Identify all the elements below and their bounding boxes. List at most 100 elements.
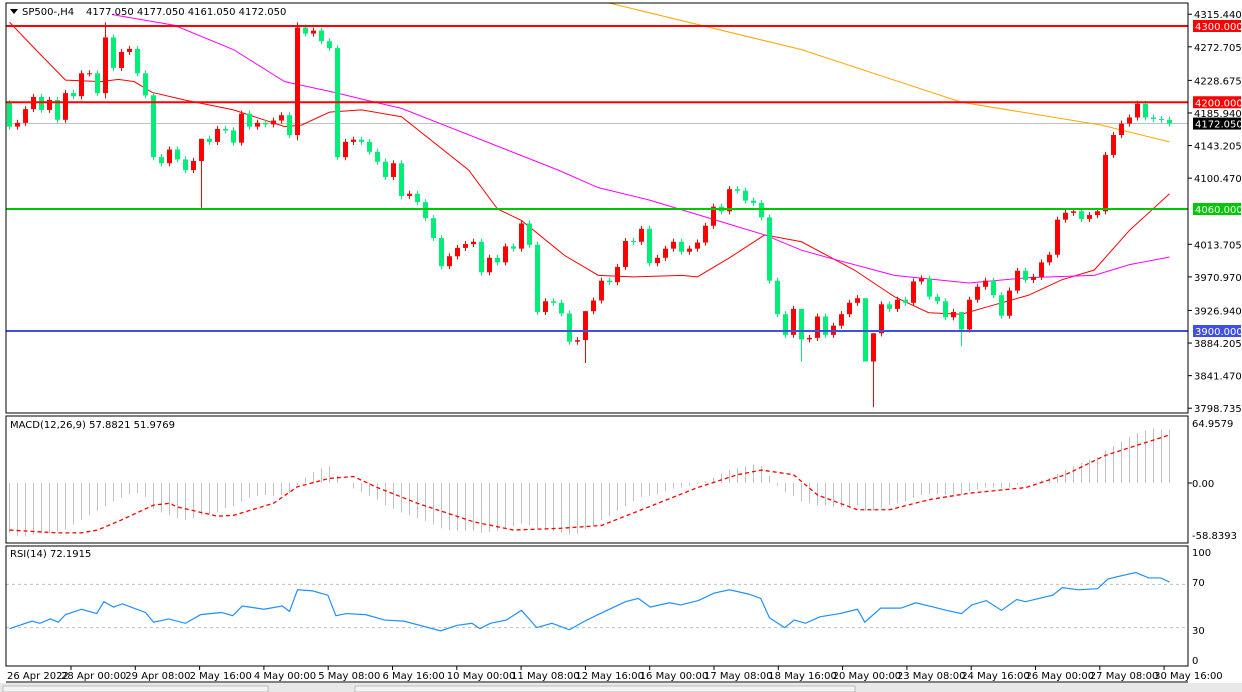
candle <box>39 93 44 113</box>
candle <box>783 311 788 338</box>
candle <box>207 135 212 145</box>
candle <box>175 146 180 163</box>
candle-body <box>495 257 500 263</box>
price-tick-label: 3798.735 <box>1194 404 1242 415</box>
candle <box>1087 212 1092 222</box>
candle <box>1135 100 1140 121</box>
candle <box>519 220 524 252</box>
candle-body <box>351 139 356 142</box>
candle-body <box>423 202 428 219</box>
candle-body <box>199 138 204 161</box>
candle <box>847 299 852 318</box>
candle <box>855 295 860 306</box>
pane-frame <box>5 2 1189 414</box>
candle-body <box>879 304 884 334</box>
price-tick-label: 3970.970 <box>1194 273 1242 284</box>
candle-body <box>743 190 748 201</box>
candle-body <box>183 159 188 171</box>
macd-pane[interactable] <box>9 428 1170 537</box>
candle <box>407 190 412 200</box>
chart-tab[interactable] <box>2 685 269 692</box>
candle-body <box>279 115 284 121</box>
candle-body <box>431 218 436 238</box>
candle-body <box>735 189 740 191</box>
candle-body <box>471 241 476 245</box>
candle-body <box>615 266 620 283</box>
candle-body <box>207 138 212 142</box>
candle-body <box>1135 103 1140 118</box>
candle <box>583 311 588 364</box>
candle-body <box>535 244 540 312</box>
candle-body <box>327 41 332 49</box>
candle <box>263 119 268 128</box>
candle-body <box>1063 212 1068 220</box>
macd-signal-line <box>9 434 1170 534</box>
candle-body <box>839 314 844 326</box>
candle-body <box>919 278 924 282</box>
candle-body <box>79 73 84 97</box>
candle <box>415 190 420 206</box>
candle-body <box>1103 154 1108 212</box>
candle-body <box>1127 117 1132 124</box>
candle <box>767 214 772 284</box>
candle-body <box>487 257 492 273</box>
macd-axis-zero: 0.00 <box>1192 479 1214 490</box>
candle-body <box>927 278 932 297</box>
candle-body <box>143 73 148 96</box>
candle <box>975 283 980 303</box>
candle <box>351 136 356 145</box>
rsi-line <box>9 571 1170 632</box>
chart-tab[interactable] <box>354 685 856 692</box>
candle <box>367 138 372 155</box>
candle <box>655 254 660 267</box>
rsi-axis-0: 0 <box>1192 656 1198 667</box>
candle-body <box>303 27 308 34</box>
candle-body <box>975 286 980 300</box>
candle-body <box>1015 270 1020 291</box>
candle <box>1063 209 1068 223</box>
candle <box>463 241 468 251</box>
candle-body <box>1143 103 1148 118</box>
candle-body <box>967 299 972 330</box>
candle-body <box>415 193 420 203</box>
candle-body <box>511 246 516 249</box>
candle-body <box>711 206 716 226</box>
level-price-label: 4200.000 <box>1195 98 1242 109</box>
collapse-triangle-icon[interactable] <box>10 9 18 14</box>
candle <box>1143 100 1148 121</box>
candle-body <box>399 163 404 197</box>
candle <box>711 203 716 229</box>
candle <box>1023 267 1028 283</box>
candle <box>559 299 564 317</box>
rsi-pane[interactable] <box>6 571 1188 632</box>
candle <box>543 298 548 315</box>
candle-body <box>263 122 268 125</box>
level-price-tag <box>1193 325 1241 337</box>
candle <box>359 136 364 145</box>
ohlc-readout: 4177.050 4177.050 4161.050 4172.050 <box>86 7 286 18</box>
candle <box>727 186 732 215</box>
candle <box>647 225 652 267</box>
candle <box>111 34 116 71</box>
candle-body <box>311 30 316 34</box>
candle <box>95 70 100 97</box>
candle-body <box>1047 254 1052 263</box>
macd-label: MACD(12,26,9) 57.8821 51.9769 <box>10 420 175 431</box>
candle-body <box>863 298 868 362</box>
candle-body <box>63 93 68 120</box>
candle <box>71 90 76 100</box>
candle <box>791 305 796 338</box>
candle <box>135 45 140 77</box>
candle-body <box>71 93 76 97</box>
candle-body <box>815 316 820 338</box>
candle-body <box>671 241 676 249</box>
candle <box>511 243 516 252</box>
time-tick-label: 17 May 08:00 <box>704 671 773 682</box>
candle <box>63 90 68 123</box>
time-tick-label: 26 May 00:00 <box>1026 671 1095 682</box>
price-pane[interactable] <box>6 2 1188 408</box>
time-tick-label: 27 May 08:00 <box>1090 671 1159 682</box>
candle <box>535 241 540 315</box>
